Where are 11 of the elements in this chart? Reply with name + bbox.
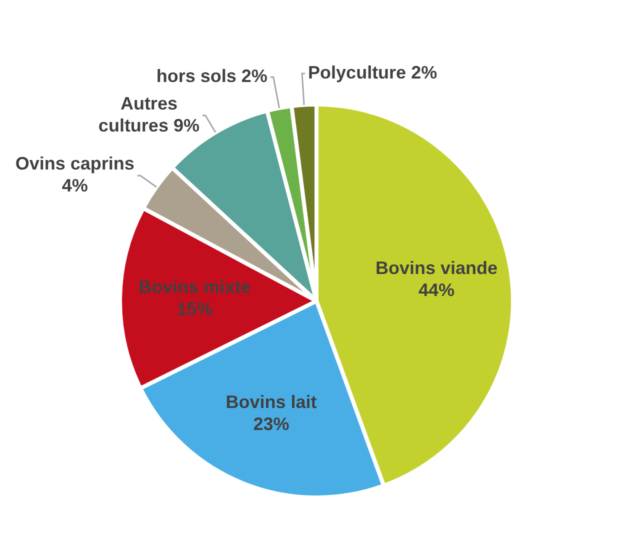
slice-label: Bovins viande: [375, 258, 498, 278]
slice-label: Polyculture 2%: [308, 62, 438, 82]
data-label: 15%: [176, 299, 213, 320]
slice-label: Ovins caprins: [15, 154, 134, 174]
slice-label: Bovins lait: [226, 392, 317, 412]
data-label: 23%: [253, 414, 290, 434]
data-label: 44%: [418, 280, 454, 300]
slice-label: Autres cultures 9%: [98, 94, 200, 136]
data-label: 4%: [62, 176, 88, 196]
slice-label: Bovins mixte: [138, 277, 251, 298]
slice-label: hors sols 2%: [156, 66, 268, 86]
